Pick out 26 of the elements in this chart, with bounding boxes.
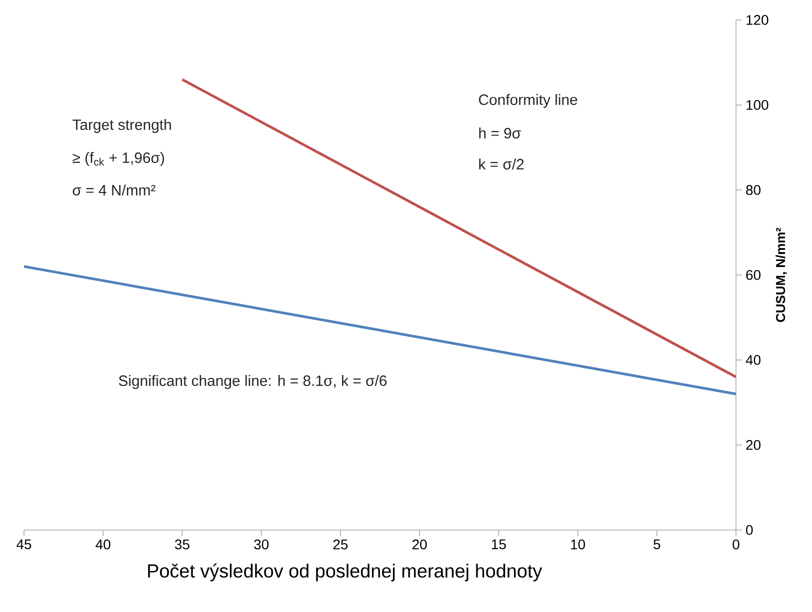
y-tick-label: 100 (746, 100, 768, 110)
x-tick-label: 0 (732, 539, 740, 550)
x-tick-label: 30 (254, 539, 269, 550)
y-tick-label: 40 (746, 355, 760, 365)
annotation: ≥ (f$_{ck}$ + 1,96σ) (72, 152, 164, 166)
x-axis-title: Počet výsledkov od poslednej meranej hodnoty (148, 564, 542, 582)
x-tick-label: 40 (96, 539, 110, 550)
y-tick-label: 60 (746, 270, 760, 280)
annotation: σ = 4 N/mm² (72, 184, 156, 196)
y-tick-label: 20 (746, 440, 760, 450)
annotation: Conformity line (478, 94, 578, 108)
x-tick-label: 25 (333, 539, 348, 550)
annotation: h = 9σ (479, 127, 521, 138)
x-tick-label: 35 (174, 539, 190, 550)
annotation: Significant change line: h = 8.1σ, k = σ/6 (118, 375, 387, 389)
x-tick-label: 20 (412, 539, 427, 550)
y-axis-title: CUSUM, N/mm² (776, 228, 788, 322)
annotation: k = σ/2 (479, 158, 524, 170)
y-tick-label: 120 (746, 15, 768, 25)
x-tick-label: 45 (16, 540, 32, 550)
x-tick-label: 15 (492, 540, 506, 550)
annotation: Target strength (72, 119, 171, 133)
y-tick-label: 80 (746, 185, 760, 195)
x-tick-label: 5 (654, 540, 660, 550)
x-tick-label: 10 (571, 539, 585, 550)
y-tick-label: 0 (746, 525, 753, 535)
